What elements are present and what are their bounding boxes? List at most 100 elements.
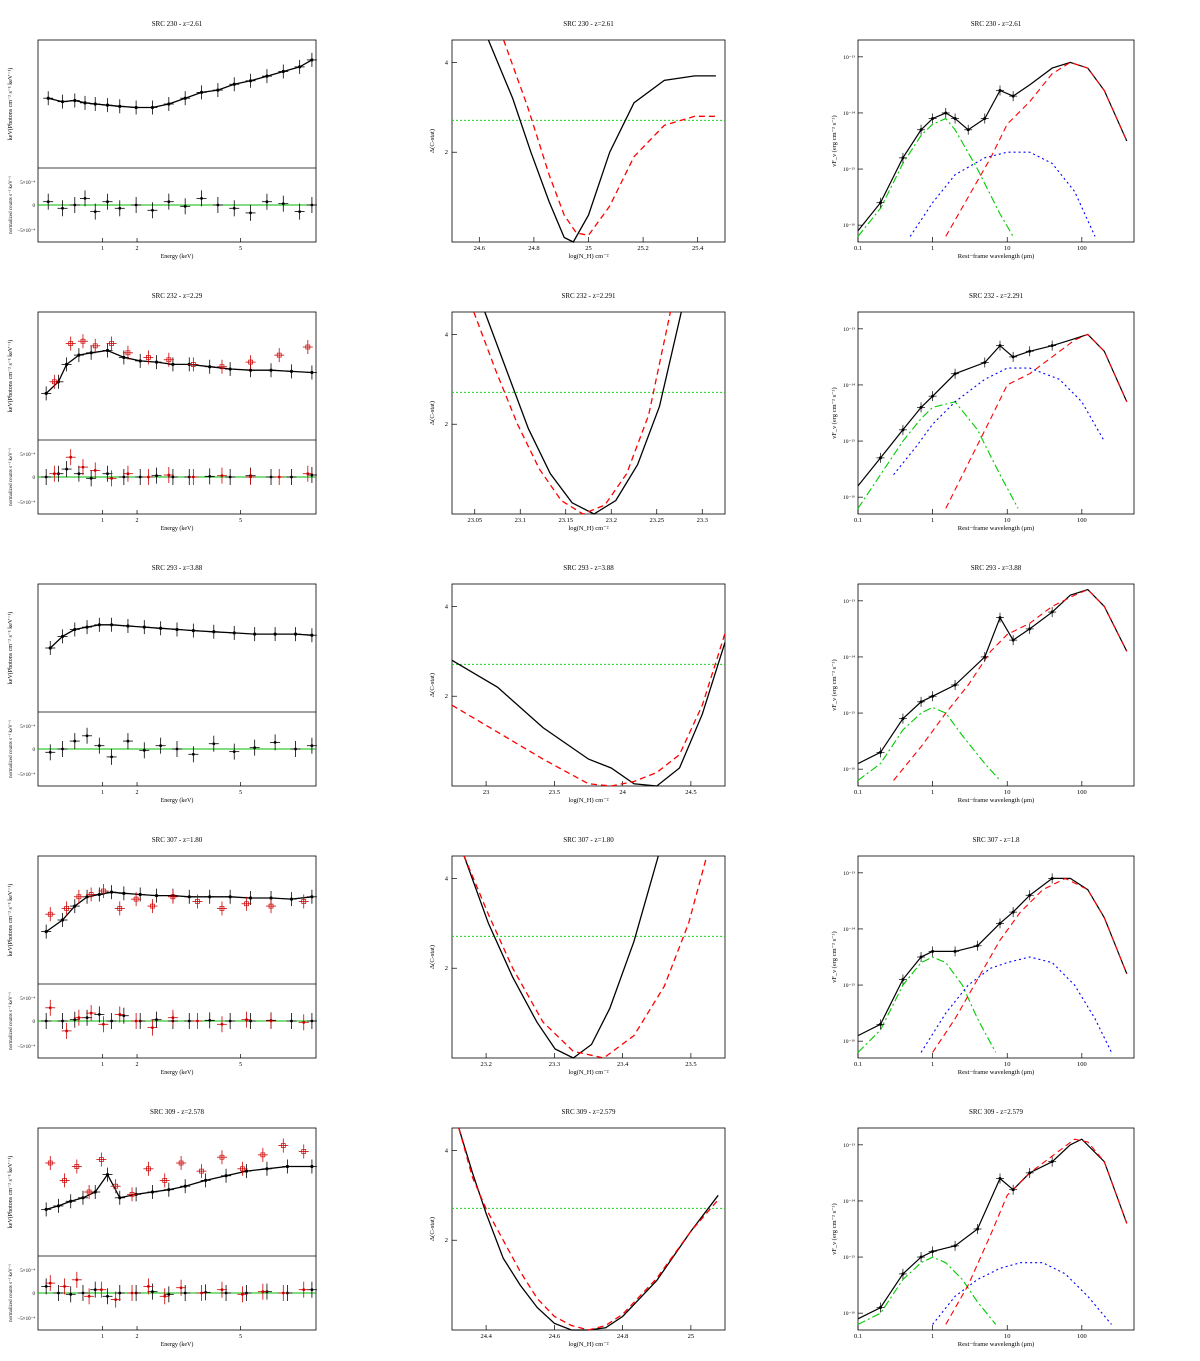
xray-xlabel: Energy (keV) — [161, 253, 194, 260]
xray-data-point — [269, 896, 273, 900]
xray-data-point — [219, 906, 225, 911]
xray-resid-point — [302, 1288, 306, 1292]
xray-data-point — [105, 1173, 110, 1177]
nh-xtick-label: 23.4 — [617, 1061, 629, 1068]
xray-data-point — [117, 906, 123, 911]
sed-ytick-label: 10⁻¹⁴ — [843, 383, 855, 389]
xray-resid-point — [171, 1016, 175, 1020]
xray-resid-point — [224, 1291, 228, 1295]
xray-resid-point — [290, 1019, 293, 1023]
sed-photometry-point — [953, 372, 957, 376]
xray-data-point — [99, 1157, 104, 1162]
xray-title: SRC 232 - z=2.29 — [152, 292, 203, 300]
xray-data-point — [118, 104, 122, 108]
xray-resid-point — [118, 206, 122, 210]
sed-ylabel: νF_ν (erg cm⁻² s⁻¹) — [831, 387, 838, 438]
xray-data-point — [60, 634, 65, 639]
xray-data-point — [81, 1196, 85, 1200]
xray-resid-point — [277, 475, 281, 479]
sed-photometry-point — [878, 201, 882, 205]
sed-photometry-point — [1050, 876, 1054, 880]
xray-resid-point — [306, 472, 310, 476]
xray-data-point — [276, 352, 282, 358]
nh-panel-4: SRC 307 - z=1.80 23.2 23.3 23.4 23.5 2 4 log(N_… — [429, 836, 726, 1076]
xray-data-point — [265, 1167, 269, 1171]
xray-resid-point — [110, 755, 113, 759]
xray-data-point — [73, 627, 77, 632]
xray-resid-point — [81, 465, 85, 469]
nh-title: SRC 309 - z=2.579 — [561, 1108, 616, 1116]
xray-resid-point — [310, 1288, 314, 1292]
sed-xtick-label: 10 — [1004, 1333, 1011, 1340]
nh-title: SRC 230 - z=2.61 — [563, 20, 614, 28]
xray-resid-point — [63, 1285, 66, 1288]
sed-photometry-point — [901, 156, 905, 160]
sed-curve-starburst — [945, 333, 1128, 509]
xray-data-point — [122, 891, 126, 895]
xray-resid-point — [151, 208, 154, 212]
sed-panel-2: SRC 232 - z=2.291 0.1 1 10 100 10⁻¹⁶ 10⁻¹⁵ 10⁻¹… — [831, 292, 1135, 532]
xray-title: SRC 230 - z=2.61 — [152, 20, 203, 28]
xray-data-point — [195, 899, 200, 904]
xray-data-point — [93, 1190, 97, 1194]
nh-xtick-label: 24.5 — [685, 789, 696, 796]
xray-resid-tick-label: −5×10⁻⁴ — [17, 228, 35, 234]
sed-photometry-point — [931, 949, 935, 953]
xray-resid-point — [167, 1292, 171, 1296]
xray-resid-point — [44, 1019, 48, 1023]
sed-xtick-label: 10 — [1004, 789, 1011, 796]
nh-xtick-label: 23.15 — [558, 517, 573, 524]
xray-data-point — [289, 369, 294, 373]
xray-data-point — [97, 892, 101, 897]
sed-curve-total — [857, 1138, 1128, 1320]
sed-photometry-point — [931, 694, 935, 698]
sed-ytick-label: 10⁻¹³ — [843, 55, 855, 61]
xray-data-point — [150, 105, 155, 110]
sed-xtick-label: 0.1 — [854, 245, 862, 252]
xray-data-point — [232, 631, 236, 635]
sed-photometry-point — [1028, 627, 1032, 631]
sed-photometry-point — [998, 921, 1002, 925]
xray-resid-point — [69, 1292, 73, 1296]
sed-ytick-label: 10⁻¹³ — [843, 327, 855, 333]
xray-data-point — [310, 1164, 314, 1169]
nh-frame — [451, 855, 726, 1059]
sed-title: SRC 230 - z=2.61 — [971, 20, 1022, 28]
xray-resid-point — [48, 1281, 52, 1285]
xray-resid-point — [81, 1291, 85, 1295]
xray-data-point — [244, 901, 249, 907]
nh-xtick-label: 23.5 — [549, 789, 560, 796]
xray-data-point — [301, 899, 307, 904]
sed-xlabel: Rest−frame wavelength (μm) — [958, 1069, 1034, 1076]
xray-resid-point — [281, 1291, 285, 1295]
xray-resid-point — [61, 1019, 64, 1023]
xray-data-point — [74, 1164, 80, 1169]
xray-data-point — [126, 624, 130, 628]
sed-ytick-label: 10⁻¹³ — [843, 1143, 855, 1149]
sed-xlabel: Rest−frame wavelength (μm) — [958, 1341, 1034, 1348]
sed-photometry-point — [953, 683, 957, 687]
xray-resid-point — [171, 475, 175, 479]
xray-data-point — [208, 365, 212, 369]
sed-xtick-label: 1 — [931, 245, 934, 252]
xray-resid-point — [130, 1291, 134, 1295]
xray-frame — [37, 311, 317, 515]
xray-resid-point — [77, 1016, 81, 1020]
xray-data-point — [133, 896, 139, 902]
xray-resid-point — [48, 1006, 52, 1010]
sed-xtick-label: 0.1 — [854, 789, 862, 796]
xray-model-line — [48, 59, 313, 109]
sed-photometry-point — [983, 655, 987, 659]
sed-photometry-point — [901, 717, 905, 721]
xray-data-point — [310, 633, 314, 637]
xray-xtick-label: 1 — [101, 790, 104, 796]
sed-photometry-point — [901, 977, 905, 981]
sed-ytick-label: 10⁻¹⁶ — [843, 1039, 855, 1045]
xray-resid-point — [106, 200, 109, 204]
sed-photometry-point — [998, 1177, 1002, 1180]
sed-photometry-point — [919, 405, 923, 409]
xray-resid-tick-label: −5×10⁻⁴ — [17, 500, 35, 506]
sed-photometry-point — [953, 117, 957, 121]
xray-data-point — [46, 96, 50, 100]
